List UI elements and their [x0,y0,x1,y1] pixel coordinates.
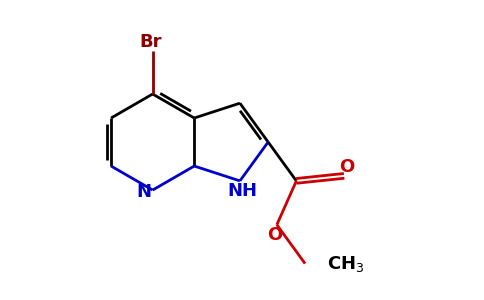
Text: Br: Br [139,33,162,51]
Text: NH: NH [227,182,257,200]
Text: O: O [267,226,282,244]
Text: O: O [339,158,354,176]
Text: CH$_3$: CH$_3$ [327,254,364,274]
Text: N: N [136,184,151,202]
